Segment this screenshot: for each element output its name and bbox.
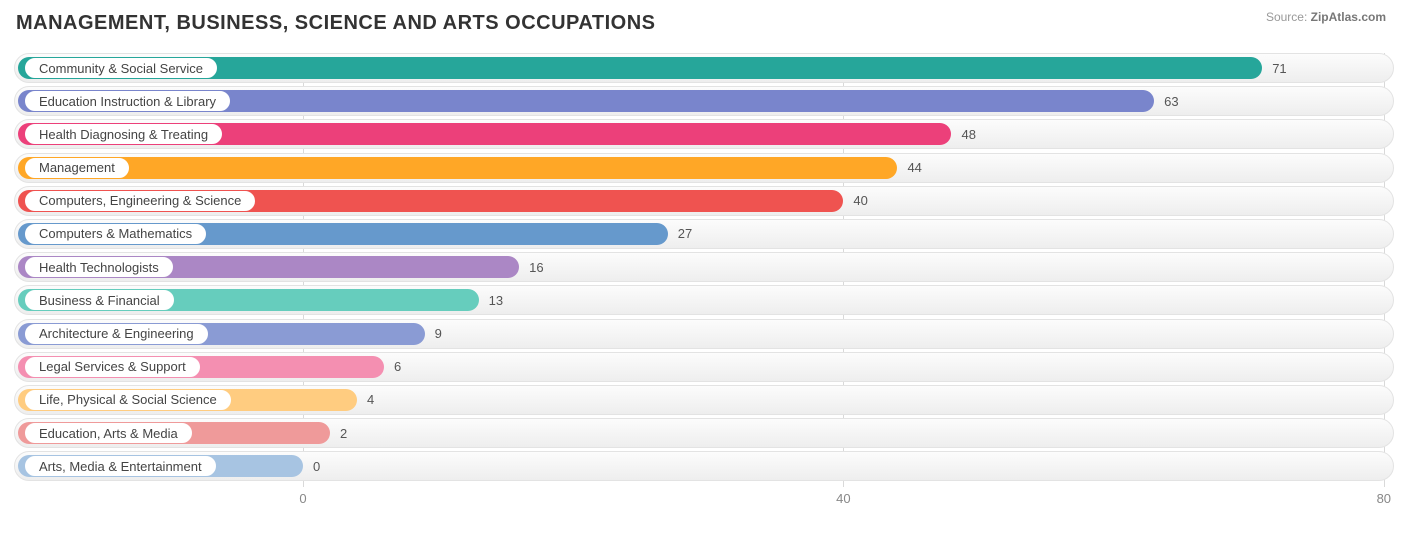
bar-label-pill: Legal Services & Support: [24, 356, 201, 378]
bar-value-label: 48: [961, 123, 975, 145]
bar-row: Life, Physical & Social Science 4: [14, 385, 1394, 415]
bar-label-pill: Business & Financial: [24, 289, 175, 311]
x-axis: 0 40 80: [14, 491, 1394, 511]
x-axis-tick: 40: [836, 491, 850, 506]
bar-value-label: 71: [1272, 57, 1286, 79]
source-name: ZipAtlas.com: [1311, 10, 1386, 24]
bar-row: Education, Arts & Media 2: [14, 418, 1394, 448]
bar-value-label: 27: [678, 223, 692, 245]
bar-value-label: 2: [340, 422, 347, 444]
bar-label-pill: Community & Social Service: [24, 57, 218, 79]
occupations-bar-chart: MANAGEMENT, BUSINESS, SCIENCE AND ARTS O…: [0, 0, 1406, 559]
bar-row: Business & Financial 13: [14, 285, 1394, 315]
plot-area: Community & Social Service 71 Education In…: [14, 53, 1394, 521]
bar-value-label: 0: [313, 455, 320, 477]
x-axis-tick: 0: [299, 491, 306, 506]
bar-value-label: 63: [1164, 90, 1178, 112]
bar-label-pill: Education Instruction & Library: [24, 90, 231, 112]
bar-row: Management 44: [14, 153, 1394, 183]
bars-container: Community & Social Service 71 Education In…: [14, 53, 1394, 481]
bar-label-pill: Life, Physical & Social Science: [24, 389, 232, 411]
bar-value-label: 13: [489, 289, 503, 311]
bar-value-label: 16: [529, 256, 543, 278]
bar-fill: [18, 157, 897, 179]
bar-row: Education Instruction & Library 63: [14, 86, 1394, 116]
bar-row: Health Technologists 16: [14, 252, 1394, 282]
bar-label-pill: Management: [24, 157, 130, 179]
chart-source: Source: ZipAtlas.com: [1266, 10, 1386, 24]
chart-title: MANAGEMENT, BUSINESS, SCIENCE AND ARTS O…: [16, 12, 1394, 35]
bar-row: Computers, Engineering & Science 40: [14, 186, 1394, 216]
x-axis-tick: 80: [1377, 491, 1391, 506]
bar-label-pill: Health Technologists: [24, 256, 174, 278]
bar-value-label: 44: [907, 157, 921, 179]
source-prefix: Source:: [1266, 10, 1311, 24]
bar-label-pill: Health Diagnosing & Treating: [24, 123, 223, 145]
bar-label-pill: Computers & Mathematics: [24, 223, 207, 245]
bar-value-label: 9: [435, 323, 442, 345]
bar-label-pill: Arts, Media & Entertainment: [24, 455, 217, 477]
bar-value-label: 40: [853, 190, 867, 212]
bar-row: Legal Services & Support 6: [14, 352, 1394, 382]
bar-label-pill: Architecture & Engineering: [24, 323, 209, 345]
bar-row: Health Diagnosing & Treating 48: [14, 119, 1394, 149]
bar-row: Computers & Mathematics 27: [14, 219, 1394, 249]
bar-value-label: 6: [394, 356, 401, 378]
bar-label-pill: Computers, Engineering & Science: [24, 190, 256, 212]
bar-row: Arts, Media & Entertainment 0: [14, 451, 1394, 481]
bar-label-pill: Education, Arts & Media: [24, 422, 193, 444]
bar-row: Community & Social Service 71: [14, 53, 1394, 83]
bar-row: Architecture & Engineering 9: [14, 319, 1394, 349]
bar-value-label: 4: [367, 389, 374, 411]
